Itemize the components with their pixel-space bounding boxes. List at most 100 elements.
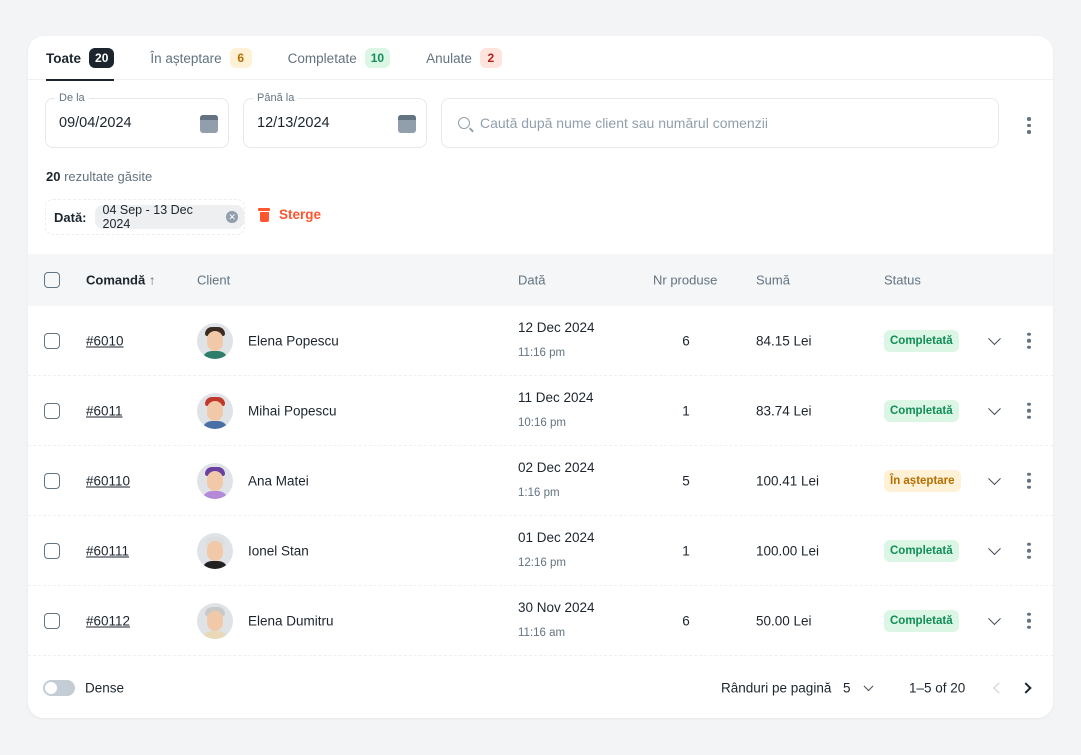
prev-page-icon[interactable] — [993, 682, 1005, 694]
avatar — [197, 322, 233, 359]
status-badge: Completată — [884, 329, 959, 352]
tab-count-badge: 10 — [364, 48, 391, 68]
filter-key: Dată: — [54, 209, 87, 225]
order-date: 12 Dec 2024 — [518, 320, 595, 335]
order-link[interactable]: #60111 — [86, 543, 130, 558]
clear-filters-button[interactable]: Sterge — [258, 207, 321, 222]
chip-label: 04 Sep - 13 Dec 2024 — [102, 203, 193, 231]
tab-0[interactable]: Toate 20 — [46, 36, 115, 81]
order-time: 11:16 pm — [518, 347, 566, 359]
search-input[interactable]: Caută după nume client sau numărul comen… — [441, 98, 999, 148]
tab-count-badge: 20 — [89, 48, 115, 68]
table-row[interactable]: #6010 Elena Popescu 12 Dec 2024 11:16 pm… — [28, 306, 1053, 376]
results-number: 20 — [46, 169, 61, 184]
status-badge: În așteptare — [884, 469, 961, 492]
client-name: Ionel Stan — [248, 543, 309, 558]
order-sum: 100.00 Lei — [756, 543, 820, 558]
order-date: 01 Dec 2024 — [518, 530, 595, 545]
product-count: 6 — [682, 333, 690, 348]
row-checkbox[interactable] — [44, 332, 60, 349]
status-tabs: Toate 20 În așteptare 6 Completate 10 Anulate 2 — [28, 36, 1053, 81]
order-date: 30 Nov 2024 — [518, 600, 595, 615]
tab-count-badge: 6 — [229, 48, 252, 68]
client-name: Ana Matei — [248, 473, 309, 488]
calendar-icon[interactable] — [200, 115, 218, 133]
table-row[interactable]: #60111 Ionel Stan 01 Dec 2024 12:16 pm 1… — [28, 516, 1053, 586]
rows-per-page-select[interactable]: 5 — [843, 680, 851, 696]
remove-chip-icon[interactable]: ✕ — [226, 211, 238, 223]
status-badge: Completată — [884, 609, 959, 632]
header-client[interactable]: Client — [197, 272, 231, 288]
order-sum: 100.41 Lei — [756, 473, 820, 488]
tab-2[interactable]: Completate 10 — [288, 36, 391, 80]
more-options-icon[interactable] — [1023, 117, 1035, 134]
order-sum: 50.00 Lei — [756, 613, 812, 628]
product-count: 5 — [682, 473, 690, 488]
next-page-icon[interactable] — [1020, 682, 1032, 694]
date-from-field[interactable]: De la 09/04/2024 — [45, 92, 229, 148]
calendar-icon[interactable] — [398, 115, 416, 133]
avatar — [197, 602, 233, 639]
table-row[interactable]: #60110 Ana Matei 02 Dec 2024 1:16 pm 5 1… — [28, 446, 1053, 516]
expand-chevron-icon[interactable] — [988, 471, 1001, 485]
order-date: 02 Dec 2024 — [518, 460, 595, 475]
order-sum: 83.74 Lei — [756, 403, 812, 418]
orders-card: Toate 20 În așteptare 6 Completate 10 Anulate 2… — [28, 36, 1053, 718]
date-to-field[interactable]: Până la 12/13/2024 — [243, 92, 427, 148]
date-from-value: 09/04/2024 — [59, 115, 132, 131]
tab-3[interactable]: Anulate 2 — [426, 36, 502, 80]
date-filter-chip: 04 Sep - 13 Dec 2024 ✕ — [94, 203, 244, 231]
select-all-checkbox[interactable] — [44, 272, 60, 288]
avatar — [197, 462, 233, 499]
row-more-icon[interactable] — [1023, 402, 1035, 419]
sort-arrow-up-icon: ↑ — [148, 272, 156, 288]
order-link[interactable]: #6011 — [86, 403, 123, 418]
header-order[interactable]: Comandă ↑ — [86, 272, 156, 288]
order-link[interactable]: #60110 — [86, 473, 131, 488]
expand-chevron-icon[interactable] — [988, 331, 1001, 345]
table-header: Comandă ↑ Client Dată Nr produse Sumă St… — [28, 254, 1053, 306]
row-checkbox[interactable] — [44, 542, 60, 559]
dense-label: Dense — [85, 680, 125, 696]
expand-chevron-icon[interactable] — [988, 611, 1001, 625]
tab-label: În așteptare — [150, 50, 222, 66]
row-checkbox[interactable] — [44, 612, 60, 629]
date-from-label: De la — [55, 92, 89, 104]
expand-chevron-icon[interactable] — [988, 401, 1001, 415]
row-more-icon[interactable] — [1023, 542, 1035, 559]
header-date[interactable]: Dată — [518, 272, 546, 288]
results-count: 20 rezultate găsite — [46, 169, 152, 184]
table-footer: Dense Rânduri pe pagină 5 1–5 of 20 — [28, 658, 1053, 718]
clear-label: Sterge — [279, 207, 322, 222]
order-link[interactable]: #60112 — [86, 613, 131, 628]
dense-toggle[interactable] — [43, 680, 75, 696]
table-row[interactable]: #60112 Elena Dumitru 30 Nov 2024 11:16 a… — [28, 586, 1053, 656]
expand-chevron-icon[interactable] — [988, 541, 1001, 555]
search-placeholder: Caută după nume client sau numărul comen… — [480, 115, 768, 131]
row-more-icon[interactable] — [1023, 332, 1035, 349]
trash-icon — [258, 207, 270, 222]
client-name: Mihai Popescu — [248, 403, 337, 418]
row-more-icon[interactable] — [1023, 612, 1035, 629]
header-qty[interactable]: Nr produse — [653, 272, 718, 288]
tab-1[interactable]: În așteptare 6 — [150, 36, 252, 80]
row-checkbox[interactable] — [44, 402, 60, 419]
product-count: 1 — [682, 403, 690, 418]
row-more-icon[interactable] — [1023, 472, 1035, 489]
avatar — [197, 392, 233, 429]
search-icon — [458, 117, 470, 129]
date-to-value: 12/13/2024 — [257, 115, 330, 131]
order-time: 10:16 pm — [518, 417, 566, 429]
row-checkbox[interactable] — [44, 472, 60, 489]
tab-label: Anulate — [426, 50, 472, 66]
header-status[interactable]: Status — [884, 272, 921, 288]
header-sum[interactable]: Sumă — [756, 272, 790, 288]
order-time: 11:16 am — [518, 627, 566, 639]
table-row[interactable]: #6011 Mihai Popescu 11 Dec 2024 10:16 pm… — [28, 376, 1053, 446]
order-link[interactable]: #6010 — [86, 333, 124, 348]
status-badge: Completată — [884, 539, 959, 562]
date-to-label: Până la — [253, 92, 299, 104]
chevron-down-icon[interactable] — [863, 681, 874, 692]
order-time: 12:16 pm — [518, 557, 566, 569]
product-count: 6 — [682, 613, 690, 628]
